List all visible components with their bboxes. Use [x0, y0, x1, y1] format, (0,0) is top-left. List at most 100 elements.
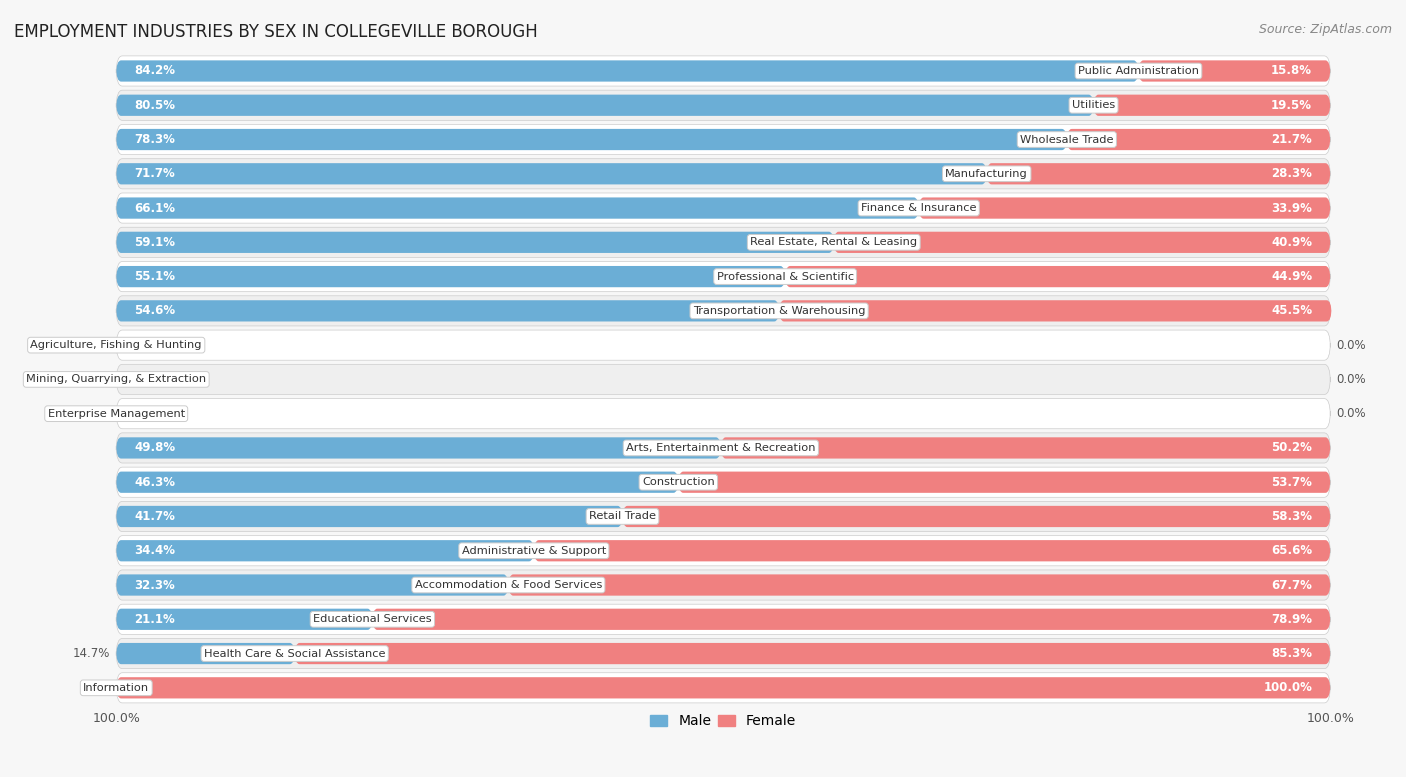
FancyBboxPatch shape: [117, 232, 834, 253]
Text: Finance & Insurance: Finance & Insurance: [860, 203, 977, 213]
FancyBboxPatch shape: [117, 540, 534, 561]
FancyBboxPatch shape: [117, 399, 1330, 429]
Text: Transportation & Warehousing: Transportation & Warehousing: [693, 306, 865, 316]
FancyBboxPatch shape: [373, 608, 1330, 630]
FancyBboxPatch shape: [117, 95, 1094, 116]
Text: 80.5%: 80.5%: [135, 99, 176, 112]
Text: 65.6%: 65.6%: [1271, 544, 1312, 557]
Text: 0.0%: 0.0%: [80, 681, 110, 695]
FancyBboxPatch shape: [117, 56, 1330, 86]
Text: Agriculture, Fishing & Hunting: Agriculture, Fishing & Hunting: [31, 340, 202, 350]
Text: 67.7%: 67.7%: [1271, 579, 1312, 591]
Text: Educational Services: Educational Services: [314, 615, 432, 624]
FancyBboxPatch shape: [117, 262, 1330, 291]
FancyBboxPatch shape: [117, 296, 1330, 326]
Text: 14.7%: 14.7%: [73, 647, 110, 660]
Text: 33.9%: 33.9%: [1271, 201, 1312, 214]
FancyBboxPatch shape: [117, 197, 918, 218]
FancyBboxPatch shape: [117, 163, 987, 184]
FancyBboxPatch shape: [117, 159, 1330, 189]
FancyBboxPatch shape: [117, 90, 1330, 120]
FancyBboxPatch shape: [117, 574, 509, 596]
Text: 41.7%: 41.7%: [135, 510, 176, 523]
Text: 85.3%: 85.3%: [1271, 647, 1312, 660]
FancyBboxPatch shape: [721, 437, 1330, 458]
FancyBboxPatch shape: [1094, 95, 1330, 116]
Text: 58.3%: 58.3%: [1271, 510, 1312, 523]
FancyBboxPatch shape: [117, 266, 785, 287]
Text: 0.0%: 0.0%: [1336, 407, 1367, 420]
Text: Administrative & Support: Administrative & Support: [461, 545, 606, 556]
FancyBboxPatch shape: [117, 570, 1330, 600]
Text: 66.1%: 66.1%: [135, 201, 176, 214]
Text: 46.3%: 46.3%: [135, 476, 176, 489]
FancyBboxPatch shape: [117, 605, 1330, 634]
FancyBboxPatch shape: [117, 506, 623, 527]
FancyBboxPatch shape: [117, 227, 1330, 257]
Text: 21.1%: 21.1%: [135, 613, 176, 625]
FancyBboxPatch shape: [785, 266, 1330, 287]
Text: Mining, Quarrying, & Extraction: Mining, Quarrying, & Extraction: [27, 375, 207, 385]
FancyBboxPatch shape: [1139, 61, 1330, 82]
Text: Utilities: Utilities: [1071, 100, 1115, 110]
FancyBboxPatch shape: [918, 197, 1330, 218]
FancyBboxPatch shape: [117, 467, 1330, 497]
FancyBboxPatch shape: [117, 300, 779, 322]
FancyBboxPatch shape: [117, 643, 295, 664]
Text: Source: ZipAtlas.com: Source: ZipAtlas.com: [1258, 23, 1392, 37]
FancyBboxPatch shape: [117, 364, 1330, 395]
Text: 0.0%: 0.0%: [80, 407, 110, 420]
Text: Health Care & Social Assistance: Health Care & Social Assistance: [204, 649, 385, 659]
FancyBboxPatch shape: [117, 639, 1330, 669]
FancyBboxPatch shape: [534, 540, 1330, 561]
Legend: Male, Female: Male, Female: [645, 709, 801, 733]
Text: Information: Information: [83, 683, 149, 693]
Text: Manufacturing: Manufacturing: [945, 169, 1028, 179]
Text: 21.7%: 21.7%: [1271, 133, 1312, 146]
Text: 34.4%: 34.4%: [135, 544, 176, 557]
Text: 0.0%: 0.0%: [80, 373, 110, 386]
FancyBboxPatch shape: [295, 643, 1330, 664]
Text: 54.6%: 54.6%: [135, 305, 176, 317]
Text: 40.9%: 40.9%: [1271, 236, 1312, 249]
FancyBboxPatch shape: [779, 300, 1331, 322]
Text: Accommodation & Food Services: Accommodation & Food Services: [415, 580, 602, 590]
FancyBboxPatch shape: [117, 608, 373, 630]
FancyBboxPatch shape: [117, 433, 1330, 463]
FancyBboxPatch shape: [117, 535, 1330, 566]
FancyBboxPatch shape: [117, 501, 1330, 531]
Text: Arts, Entertainment & Recreation: Arts, Entertainment & Recreation: [626, 443, 815, 453]
Text: 45.5%: 45.5%: [1271, 305, 1312, 317]
Text: Real Estate, Rental & Leasing: Real Estate, Rental & Leasing: [751, 237, 917, 247]
Text: Enterprise Management: Enterprise Management: [48, 409, 184, 419]
FancyBboxPatch shape: [509, 574, 1330, 596]
Text: 0.0%: 0.0%: [1336, 373, 1367, 386]
Text: 78.3%: 78.3%: [135, 133, 176, 146]
FancyBboxPatch shape: [834, 232, 1330, 253]
Text: 49.8%: 49.8%: [135, 441, 176, 455]
FancyBboxPatch shape: [623, 506, 1330, 527]
Text: 59.1%: 59.1%: [135, 236, 176, 249]
Text: Public Administration: Public Administration: [1078, 66, 1199, 76]
FancyBboxPatch shape: [117, 193, 1330, 223]
Text: 28.3%: 28.3%: [1271, 167, 1312, 180]
Text: 0.0%: 0.0%: [1336, 339, 1367, 352]
Text: 32.3%: 32.3%: [135, 579, 176, 591]
FancyBboxPatch shape: [1067, 129, 1330, 150]
FancyBboxPatch shape: [117, 61, 1139, 82]
Text: 50.2%: 50.2%: [1271, 441, 1312, 455]
Text: EMPLOYMENT INDUSTRIES BY SEX IN COLLEGEVILLE BOROUGH: EMPLOYMENT INDUSTRIES BY SEX IN COLLEGEV…: [14, 23, 538, 41]
Text: Retail Trade: Retail Trade: [589, 511, 657, 521]
Text: Construction: Construction: [643, 477, 714, 487]
Text: 15.8%: 15.8%: [1271, 64, 1312, 78]
Text: 19.5%: 19.5%: [1271, 99, 1312, 112]
Text: 53.7%: 53.7%: [1271, 476, 1312, 489]
Text: 71.7%: 71.7%: [135, 167, 176, 180]
FancyBboxPatch shape: [117, 437, 721, 458]
Text: 84.2%: 84.2%: [135, 64, 176, 78]
Text: 100.0%: 100.0%: [1263, 681, 1312, 695]
FancyBboxPatch shape: [987, 163, 1330, 184]
FancyBboxPatch shape: [678, 472, 1330, 493]
Text: 55.1%: 55.1%: [135, 270, 176, 283]
Text: 78.9%: 78.9%: [1271, 613, 1312, 625]
